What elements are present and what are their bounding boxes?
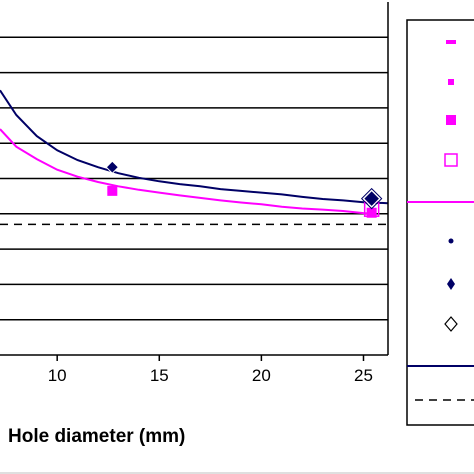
legend-symbol-3 xyxy=(444,153,458,167)
x-tick-label-2: 20 xyxy=(252,366,271,385)
legend-symbol-0 xyxy=(446,40,456,44)
series-3-point-1 xyxy=(366,207,377,218)
legend-symbol-1 xyxy=(448,79,454,85)
legend xyxy=(406,19,474,426)
series-line-1 xyxy=(0,89,389,205)
x-ticks: 10 15 20 25 xyxy=(48,355,373,385)
plot-markers xyxy=(105,160,383,218)
x-tick-label-1: 15 xyxy=(150,366,169,385)
series-5-point-1-outline xyxy=(360,187,383,210)
series-5-point-1 xyxy=(362,189,381,208)
legend-symbol-7 xyxy=(444,316,458,332)
x-tick-label-3: 25 xyxy=(354,366,373,385)
x-axis-label: Hole diameter (mm) xyxy=(8,426,185,447)
legend-symbol-2 xyxy=(446,115,456,125)
plot-series xyxy=(0,89,389,226)
series-3-point-0 xyxy=(107,185,118,196)
x-tick-label-0: 10 xyxy=(48,366,67,385)
series-5-point-0 xyxy=(105,160,120,174)
series-line-0 xyxy=(0,128,374,215)
legend-box xyxy=(406,19,474,426)
gridlines xyxy=(0,36,388,321)
legend-symbol-6 xyxy=(447,278,455,290)
legend-symbol-5 xyxy=(448,238,454,244)
